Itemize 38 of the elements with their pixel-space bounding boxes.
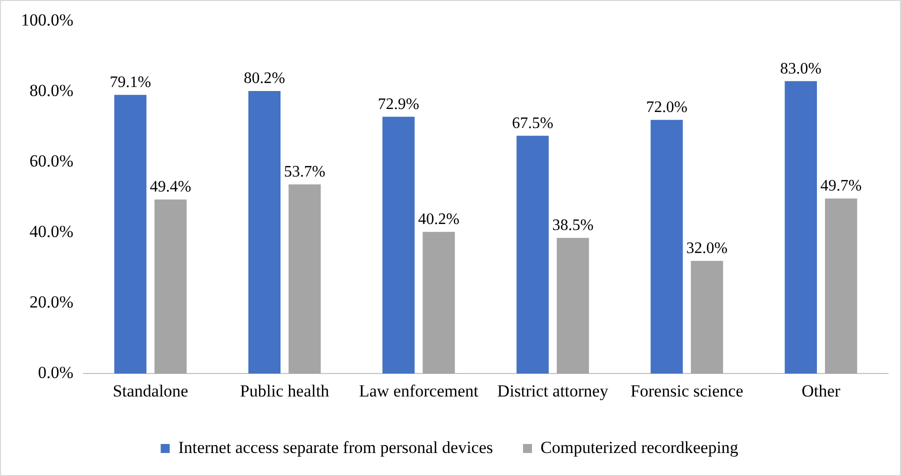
bar [516, 136, 549, 374]
bar [784, 81, 817, 374]
legend-label: Internet access separate from personal devices [178, 438, 494, 457]
data-label: 67.5% [512, 114, 554, 132]
data-label: 49.7% [820, 178, 862, 195]
x-tick-label: Other [802, 381, 841, 400]
x-tick-label: Law enforcement [358, 381, 479, 400]
bar [114, 94, 146, 374]
y-tick-label: 20.0% [29, 292, 74, 312]
bar [690, 260, 724, 374]
x-tick-label: Public health [240, 381, 330, 400]
y-tick-label: 60.0% [29, 152, 74, 171]
data-label: 83.0% [780, 60, 822, 78]
data-label: 79.1% [110, 74, 152, 92]
bar [422, 232, 455, 374]
y-tick-label: 80.0% [29, 81, 74, 100]
bar [288, 184, 321, 374]
x-tick-label: Forensic science [630, 381, 744, 400]
x-tick-label: Standalone [112, 381, 188, 400]
bar [556, 238, 589, 374]
data-label: 40.2% [418, 211, 460, 228]
bar [154, 200, 187, 374]
data-label: 53.7% [284, 164, 326, 181]
data-label: 80.2% [244, 70, 286, 88]
bar [382, 116, 415, 374]
bar [248, 90, 281, 374]
data-label: 72.0% [646, 99, 688, 116]
data-label: 72.9% [378, 96, 420, 113]
y-tick-label: 0.0% [38, 363, 74, 382]
data-label: 32.0% [686, 240, 728, 258]
bar [824, 198, 858, 374]
y-tick-label: 100.0% [20, 10, 74, 30]
x-tick-label: District attorney [497, 381, 609, 400]
data-label: 49.4% [150, 178, 192, 196]
legend-label: Computerized recordkeeping [540, 438, 739, 457]
data-label: 38.5% [552, 217, 594, 234]
y-tick-label: 40.0% [29, 222, 74, 242]
bar [650, 120, 683, 374]
